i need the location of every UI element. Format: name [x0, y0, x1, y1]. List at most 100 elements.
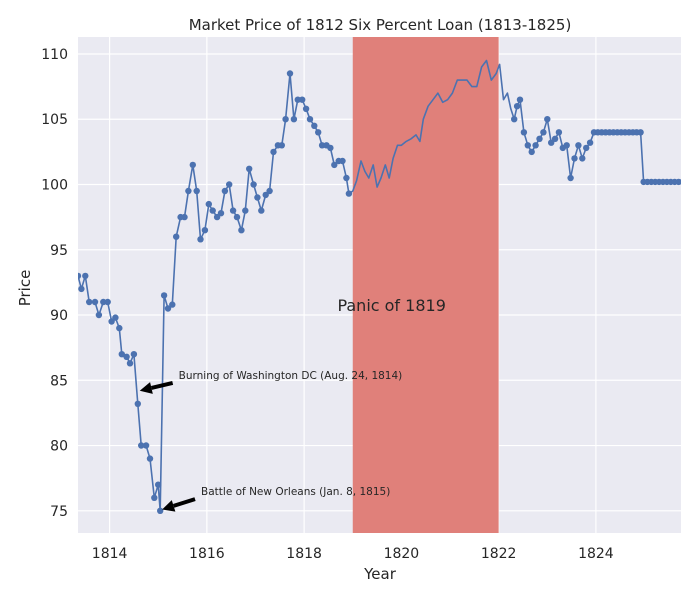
data-point [185, 187, 192, 195]
data-point [544, 116, 551, 123]
data-point [130, 351, 138, 358]
data-point [157, 507, 164, 514]
data-point [142, 442, 150, 449]
data-point [327, 144, 334, 152]
data-point [318, 142, 326, 149]
data-point [201, 227, 209, 234]
data-point [679, 179, 681, 185]
data-point [278, 142, 285, 149]
data-point [571, 155, 578, 162]
data-point [579, 155, 586, 162]
data-point [528, 148, 535, 156]
data-point [164, 305, 172, 312]
y-axis-label: Price [16, 270, 34, 307]
data-point [189, 161, 196, 169]
data-point [567, 174, 574, 182]
data-point [221, 187, 229, 195]
y-tick-label: 95 [50, 243, 68, 259]
chart-title: Market Price of 1812 Six Percent Loan (1… [189, 16, 572, 34]
series-layer [78, 59, 700, 514]
data-point [540, 129, 547, 136]
data-point [532, 142, 539, 149]
y-tick-label: 80 [50, 439, 68, 455]
y-tick-label: 110 [41, 47, 68, 63]
data-point [299, 96, 306, 103]
x-tick-label: 1816 [189, 546, 225, 562]
data-point [302, 105, 310, 113]
annotation-text-1: Battle of New Orleans (Jan. 8, 1815) [201, 486, 390, 498]
y-tick-label: 75 [50, 504, 68, 520]
data-point [233, 213, 241, 221]
data-point [126, 360, 134, 367]
x-tick-label: 1820 [384, 546, 420, 562]
shaded-regions: Panic of 1819 [337, 37, 499, 533]
data-point [205, 200, 212, 208]
data-point [343, 174, 350, 182]
data-point [691, 179, 697, 185]
data-point [270, 148, 277, 156]
data-point [286, 70, 294, 77]
data-point [151, 494, 158, 501]
x-tick-label: 1818 [286, 546, 322, 562]
y-tick-label: 85 [50, 373, 68, 389]
data-point [213, 213, 221, 221]
panic-region [352, 37, 499, 533]
y-tick-label: 105 [41, 112, 68, 128]
data-point [583, 144, 590, 152]
data-point [242, 207, 249, 214]
y-tick-label: 90 [50, 308, 68, 324]
annotation-arrow-shaft-0 [150, 381, 174, 390]
data-point [258, 207, 265, 214]
data-point [100, 298, 107, 306]
data-point [687, 181, 693, 187]
data-point [575, 142, 582, 149]
annotation-arrow-head-1 [162, 500, 176, 512]
data-point [548, 139, 555, 146]
data-point [695, 171, 700, 177]
data-point [112, 314, 119, 321]
data-point [118, 351, 126, 358]
data-point [675, 178, 681, 186]
data-point [246, 165, 253, 172]
data-point [294, 96, 301, 103]
data-point [683, 171, 689, 177]
x-tick-label: 1822 [481, 546, 517, 562]
data-point [511, 116, 518, 123]
annotation-arrow-head-0 [139, 382, 153, 394]
data-point [339, 157, 346, 165]
data-point [181, 213, 188, 221]
series-line-1 [348, 59, 515, 195]
data-point [160, 292, 168, 299]
data-point [82, 272, 89, 280]
data-point [250, 181, 257, 188]
data-point [217, 210, 225, 217]
x-tick-label: 1814 [92, 546, 128, 562]
tick-labels: 1814 1816 1818 1820 1822 1824 75 80 85 90 95 100 105… [41, 47, 614, 562]
data-point [91, 298, 99, 306]
data-point [290, 116, 298, 123]
data-point [78, 272, 82, 280]
data-point [254, 194, 261, 201]
y-tick-label: 100 [41, 177, 68, 193]
data-point [95, 311, 103, 319]
data-point [306, 116, 314, 123]
data-point [173, 233, 180, 240]
data-point [563, 142, 570, 149]
data-point [282, 116, 289, 123]
data-point [138, 442, 145, 449]
data-point [123, 353, 130, 360]
data-point [146, 455, 154, 462]
data-point [555, 129, 563, 136]
data-point [315, 129, 322, 136]
x-tick-label: 1824 [578, 546, 614, 562]
data-point [226, 181, 233, 188]
data-point [169, 301, 176, 308]
data-point [513, 103, 521, 110]
x-axis-label: Year [363, 565, 397, 583]
data-point [78, 285, 85, 293]
panic-region-label: Panic of 1819 [337, 296, 445, 315]
data-point [524, 142, 531, 149]
annotation-arrow-shaft-1 [172, 497, 196, 508]
annotation-text-0: Burning of Washington DC (Aug. 24, 1814) [179, 370, 403, 382]
